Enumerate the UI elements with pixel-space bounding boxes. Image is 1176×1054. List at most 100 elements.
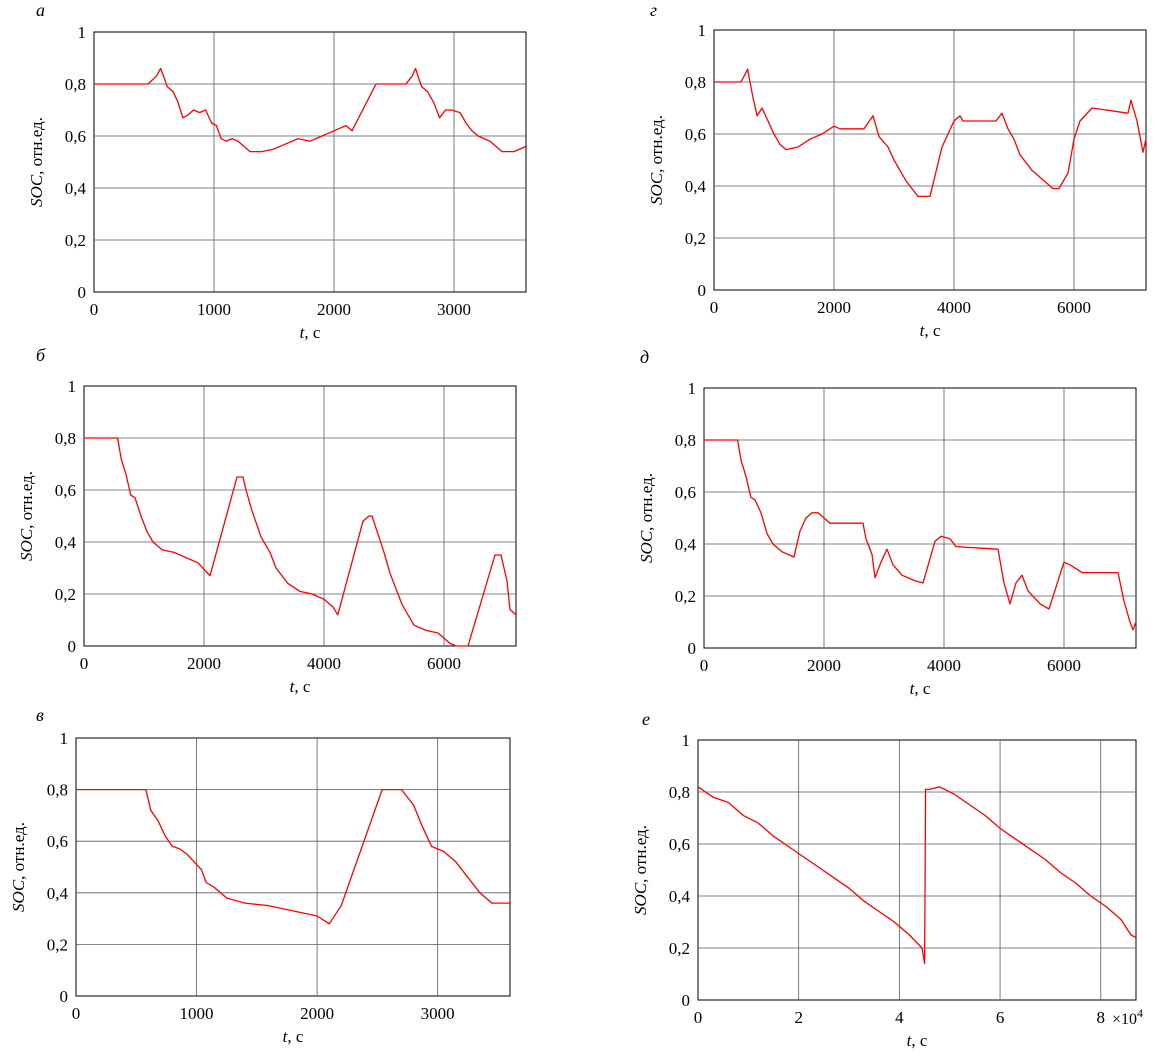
x-tick-label: 2000	[807, 656, 841, 675]
y-tick-label: 1	[60, 729, 69, 748]
y-axis-unit: , отн.ед.	[17, 471, 36, 529]
x-axis-exponent: ×104	[1112, 1006, 1143, 1028]
x-tick-label: 2	[794, 1008, 803, 1027]
y-tick-label: 0,8	[55, 429, 76, 448]
y-tick-label: 0,6	[685, 125, 706, 144]
chart-panel-b: б 0 2000 4000 6000 0 0,2 0,4 0,6 0,8 1 t, с SOC, отн…	[17, 345, 517, 696]
x-axis-label: t, с	[920, 321, 941, 340]
y-axis-variable: SOC	[647, 172, 666, 205]
x-tick-label: 6000	[1057, 298, 1091, 317]
x-axis-label: t, с	[907, 1031, 928, 1050]
y-tick-label: 1	[682, 731, 691, 750]
x-tick-label: 0	[80, 654, 89, 673]
chart-panel-c: в 0 1000 2000 3000 0 0,2 0,4 0,6 0,8 1 t, с SOC, отн…	[9, 705, 511, 1046]
x-tick-label: 0	[72, 1004, 81, 1023]
y-tick-label: 0,4	[65, 179, 87, 198]
x-axis-label: t, с	[283, 1027, 304, 1046]
y-tick-label: 0	[60, 987, 69, 1006]
x-axis-unit: , с	[914, 679, 931, 698]
y-tick-label: 0	[78, 283, 87, 302]
x-tick-label: 2000	[187, 654, 221, 673]
x-axis-unit: , с	[924, 321, 941, 340]
y-tick-label: 0,8	[47, 781, 68, 800]
x-axis-variable: t	[290, 677, 296, 696]
x-tick-label: 3000	[437, 300, 471, 319]
x-axis-unit: , с	[304, 323, 321, 342]
x-tick-label: 2000	[317, 300, 351, 319]
x-axis-exponent-base: ×10	[1112, 1011, 1137, 1028]
series-line-soc	[704, 439, 1137, 631]
x-tick-label: 4000	[927, 656, 961, 675]
x-axis-variable: t	[910, 679, 916, 698]
x-tick-label: 0	[694, 1008, 703, 1027]
y-tick-label: 0,4	[685, 177, 707, 196]
x-tick-label: 8	[1097, 1008, 1106, 1027]
y-axis-label: SOC, отн.ед.	[631, 825, 650, 915]
y-axis-unit: , отн.ед.	[27, 117, 46, 175]
panel-letter: д	[640, 347, 649, 367]
y-tick-label: 0,8	[675, 431, 696, 450]
x-axis-unit: , с	[287, 1027, 304, 1046]
chart-panel-d: г 0 2000 4000 6000 0 0,2 0,4 0,6 0,8 1 t, с SOC, отн…	[647, 0, 1147, 340]
x-axis-unit: , с	[911, 1031, 928, 1050]
y-tick-label: 0,2	[47, 935, 68, 954]
y-tick-label: 1	[68, 377, 77, 396]
series-line-soc	[94, 67, 527, 153]
plot-area	[713, 29, 1147, 291]
series-line-soc	[76, 788, 510, 925]
x-tick-label: 4	[895, 1008, 904, 1027]
y-axis-unit: , отн.ед.	[647, 115, 666, 173]
x-axis-unit: , с	[294, 677, 311, 696]
y-axis-variable: SOC	[17, 528, 36, 561]
y-axis-variable: SOC	[637, 530, 656, 563]
y-tick-label: 0	[682, 991, 691, 1010]
x-axis-exponent-power: 4	[1137, 1006, 1143, 1020]
panel-letter: б	[36, 345, 46, 365]
chart-panel-a: а 0 1000 2000 3000 0 0,2 0,4 0,6 0,8 1 t, с SOC, отн…	[27, 0, 527, 342]
y-tick-label: 0,2	[65, 231, 86, 250]
x-tick-label: 0	[700, 656, 709, 675]
y-axis-label: SOC, отн.ед.	[27, 117, 46, 207]
y-tick-label: 0	[688, 639, 697, 658]
y-tick-label: 0	[698, 281, 707, 300]
y-tick-label: 0,2	[669, 939, 690, 958]
y-axis-label: SOC, отн.ед.	[9, 822, 28, 912]
x-axis-variable: t	[283, 1027, 289, 1046]
y-axis-variable: SOC	[9, 879, 28, 912]
y-tick-label: 0,4	[55, 533, 77, 552]
y-tick-label: 0,8	[65, 75, 86, 94]
y-tick-label: 0,6	[47, 832, 68, 851]
x-axis-label: t, с	[300, 323, 321, 342]
x-axis-variable: t	[300, 323, 306, 342]
plot-area	[75, 737, 511, 997]
y-tick-label: 0,8	[685, 73, 706, 92]
y-axis-variable: SOC	[631, 882, 650, 915]
x-tick-label: 0	[710, 298, 719, 317]
x-tick-label: 1000	[197, 300, 231, 319]
plot-area	[697, 739, 1137, 1001]
x-tick-label: 0	[90, 300, 99, 319]
y-tick-label: 0,6	[669, 835, 690, 854]
panel-letter: е	[642, 709, 650, 729]
y-tick-label: 0,6	[55, 481, 76, 500]
x-axis-variable: t	[907, 1031, 913, 1050]
y-axis-label: SOC, отн.ед.	[17, 471, 36, 561]
y-axis-unit: , отн.ед.	[9, 822, 28, 880]
x-tick-label: 2000	[817, 298, 851, 317]
x-axis-label: t, с	[910, 679, 931, 698]
x-axis-variable: t	[920, 321, 926, 340]
y-tick-label: 0,4	[669, 887, 691, 906]
y-tick-label: 1	[78, 23, 87, 42]
x-tick-label: 2000	[300, 1004, 334, 1023]
x-tick-label: 4000	[307, 654, 341, 673]
y-tick-label: 0,2	[675, 587, 696, 606]
y-tick-label: 1	[698, 21, 707, 40]
panel-letter: а	[36, 0, 45, 20]
y-tick-label: 0,8	[669, 783, 690, 802]
x-tick-label: 1000	[180, 1004, 214, 1023]
y-tick-label: 0,2	[55, 585, 76, 604]
y-axis-unit: , отн.ед.	[631, 825, 650, 883]
plot-area	[83, 385, 517, 647]
